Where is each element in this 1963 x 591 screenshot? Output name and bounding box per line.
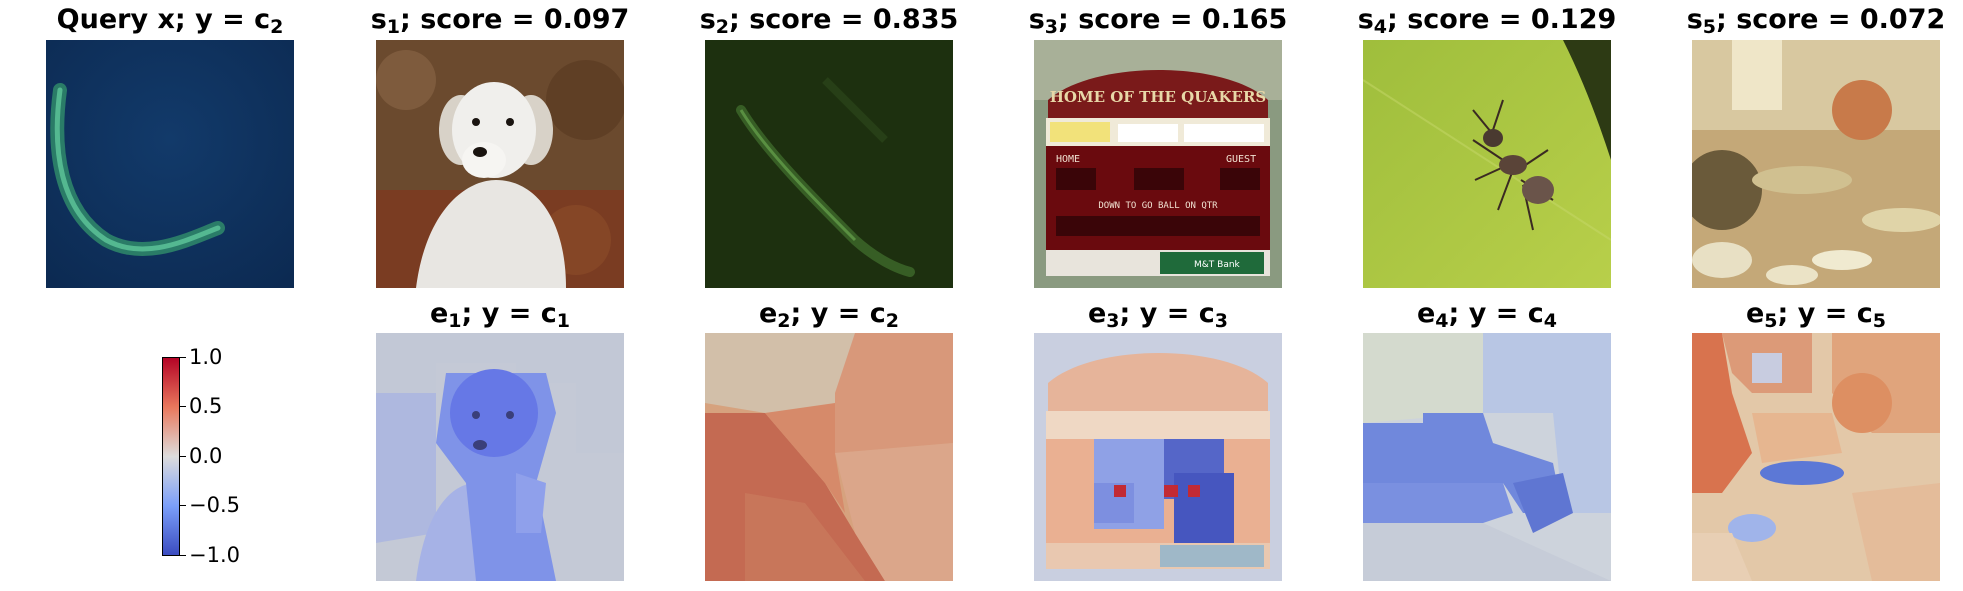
scoreboard-heatmap-art [1034,333,1282,581]
sample-4-title: s4; score = 0.129 [1357,4,1617,38]
drums-image-art [1692,40,1940,288]
sample-3-image: HOME OF THE QUAKERS HOME GUEST DOWN TO G… [1034,40,1282,288]
ant-heatmap-art [1363,333,1611,581]
explanation-3-title: e3; y = c3 [1087,298,1228,332]
explanation-3-heatmap [1034,333,1282,581]
explanation-1-heatmap [376,333,624,581]
colorbar-tick-label: −1.0 [189,543,240,567]
scoreboard-banner: HOME OF THE QUAKERS [1050,88,1267,106]
scoreboard-row-labels: DOWN TO GO BALL ON QTR [1098,201,1218,211]
explanation-1-title: e1; y = c1 [429,298,570,332]
colorbar-tick [180,357,186,358]
ant-image-art [1363,40,1611,288]
colorbar-tick-label: 0.5 [189,394,223,418]
query-title: Query x; y = c2 [56,4,284,38]
colorbar-tick [180,555,186,556]
sample-2-image [705,40,953,288]
colorbar-tick [180,406,186,407]
sample-3-title: s3; score = 0.165 [1028,4,1288,38]
sample-5-title: s5; score = 0.072 [1686,4,1946,38]
explanation-5-title: e5; y = c5 [1745,298,1886,332]
sample-5-image [1692,40,1940,288]
sample-1-title: s1; score = 0.097 [370,4,630,38]
sample-4-image [1363,40,1611,288]
dog-heatmap-art [376,333,624,581]
sample-2-title: s2; score = 0.835 [699,4,959,38]
scoreboard-guest: GUEST [1226,154,1256,165]
scoreboard-image-art: HOME OF THE QUAKERS HOME GUEST DOWN TO G… [1034,40,1282,288]
explanation-5-heatmap [1692,333,1940,581]
colorbar-gradient [162,357,180,556]
query-image [46,40,294,288]
worm-image-art [705,40,953,288]
sample-1-image [376,40,624,288]
query-image-art [46,40,294,288]
worm-heatmap-art [705,333,953,581]
scoreboard-sponsor: M&T Bank [1194,260,1241,270]
explanation-4-heatmap [1363,333,1611,581]
scoreboard-home: HOME [1056,154,1080,165]
drums-heatmap-art [1692,333,1940,581]
explanation-4-title: e4; y = c4 [1416,298,1557,332]
colorbar-tick-label: −0.5 [189,493,240,517]
explanation-2-heatmap [705,333,953,581]
colorbar-tick [180,456,186,457]
dog-image-art [376,40,624,288]
explanation-2-title: e2; y = c2 [758,298,899,332]
colorbar-tick-label: 0.0 [189,444,223,468]
colorbar-tick-label: 1.0 [189,345,223,369]
colorbar-tick [180,505,186,506]
